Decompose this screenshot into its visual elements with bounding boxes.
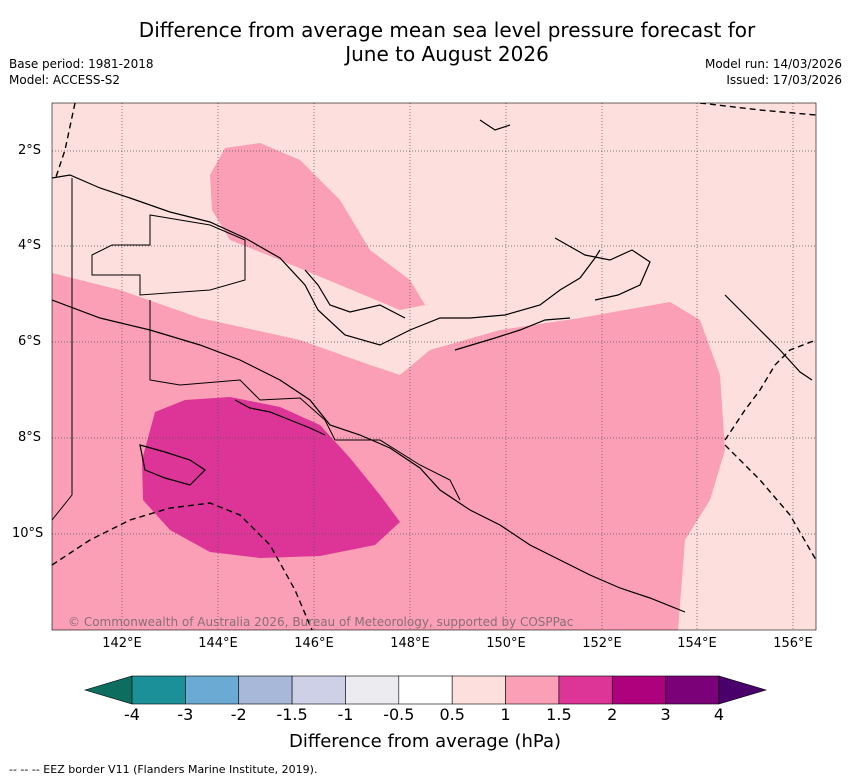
colorbar-tick: -2 bbox=[230, 705, 247, 724]
colorbar-tick: -0.5 bbox=[383, 705, 415, 724]
lat-label: 10°S bbox=[12, 526, 44, 541]
lon-label: 154°E bbox=[677, 636, 717, 651]
colorbar-label: Difference from average (hPa) bbox=[288, 731, 562, 752]
issued-text: Issued: 17/03/2026 bbox=[726, 73, 842, 87]
pressure-band-high bbox=[142, 397, 400, 558]
base-period-text: Base period: 1981-2018 bbox=[9, 57, 154, 71]
chart-title: Difference from average mean sea level p… bbox=[0, 18, 850, 66]
title-line-1: Difference from average mean sea level p… bbox=[138, 18, 756, 42]
colorbar-tick: -1 bbox=[337, 705, 354, 724]
colorbar-tick: -4 bbox=[124, 705, 140, 724]
model-text: Model: ACCESS-S2 bbox=[9, 73, 121, 87]
colorbar-tick: -3 bbox=[177, 705, 194, 724]
lat-label: 8°S bbox=[18, 430, 42, 445]
lon-label: 144°E bbox=[198, 636, 238, 651]
colorbar-cell bbox=[558, 675, 613, 705]
model-run-text: Model run: 14/03/2026 bbox=[704, 57, 842, 71]
colorbar-tick: 2 bbox=[607, 705, 618, 724]
colorbar-cell bbox=[238, 675, 293, 705]
colorbar-cell bbox=[131, 675, 186, 705]
meta-left: Base period: 1981-2018 Model: ACCESS-S2 bbox=[9, 56, 154, 88]
lat-label: 2°S bbox=[18, 143, 42, 158]
title-line-2: June to August 2026 bbox=[345, 42, 549, 66]
land-borders bbox=[52, 178, 461, 521]
colorbar-tick: 4 bbox=[713, 705, 725, 724]
meta-right: Model run: 14/03/2026 Issued: 17/03/2026 bbox=[705, 56, 842, 88]
colorbar-tick: -1.5 bbox=[276, 705, 308, 724]
map-frame bbox=[51, 102, 817, 631]
colorbar-cells bbox=[131, 675, 720, 705]
colorbar-cell bbox=[451, 675, 506, 705]
colorbar-cell bbox=[665, 675, 720, 705]
lon-label: 156°E bbox=[773, 636, 813, 651]
colorbar-tick: 3 bbox=[660, 705, 671, 724]
copyright-text: © Commonwealth of Australia 2026, Bureau… bbox=[68, 615, 573, 629]
colorbar-tick: 1.5 bbox=[546, 705, 572, 724]
colorbar-extend-low bbox=[83, 675, 133, 705]
colorbar-cell bbox=[398, 675, 453, 705]
coastlines bbox=[52, 119, 813, 613]
colorbar-tick: 0.5 bbox=[439, 705, 465, 724]
eez-borders bbox=[52, 103, 816, 630]
lat-label: 6°S bbox=[18, 334, 42, 349]
graticule bbox=[52, 103, 816, 630]
colorbar-extend-high bbox=[718, 675, 768, 705]
colorbar-cell bbox=[505, 675, 560, 705]
lon-label: 142°E bbox=[102, 636, 142, 651]
lon-label: 146°E bbox=[294, 636, 334, 651]
colorbar-cell bbox=[185, 675, 240, 705]
lon-label: 148°E bbox=[390, 636, 430, 651]
colorbar-tick: 1 bbox=[500, 705, 511, 724]
lat-label: 4°S bbox=[18, 238, 42, 253]
colorbar-cell bbox=[291, 675, 346, 705]
lon-label: 150°E bbox=[486, 636, 526, 651]
colorbar-cell bbox=[611, 675, 666, 705]
colorbar-cell bbox=[345, 675, 400, 705]
colorbar bbox=[83, 675, 768, 705]
pressure-band-north bbox=[210, 143, 425, 310]
eez-footnote: -- -- -- EEZ border V11 (Flanders Marine… bbox=[9, 763, 318, 776]
lon-label: 152°E bbox=[582, 636, 622, 651]
